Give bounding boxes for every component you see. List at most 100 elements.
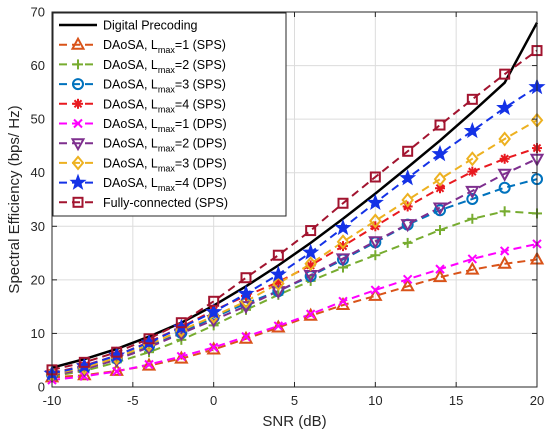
plus-marker bbox=[73, 59, 83, 70]
y-tick-label: 40 bbox=[31, 165, 45, 180]
series-line bbox=[51, 119, 538, 376]
pentagram-marker bbox=[302, 243, 320, 260]
legend-label-main: DAoSA, L bbox=[103, 156, 158, 170]
series-line bbox=[51, 210, 538, 378]
pentagram-marker bbox=[205, 303, 223, 320]
x-tick-label: 5 bbox=[291, 393, 298, 408]
triangle-up-marker bbox=[271, 319, 286, 333]
legend-label-main: Fully-connected (SPS) bbox=[103, 196, 228, 210]
triangle-down-marker bbox=[206, 315, 221, 329]
x-marker bbox=[338, 296, 348, 306]
triangle-up-marker bbox=[400, 278, 415, 292]
x-tick-label: -5 bbox=[127, 393, 139, 408]
triangle-up-marker bbox=[141, 357, 157, 371]
legend-label-suffix: =2 (DPS) bbox=[175, 137, 227, 151]
x-marker-stroke bbox=[176, 351, 187, 362]
legend-entry: Fully-connected (SPS) bbox=[59, 196, 228, 210]
y-tick-label: 70 bbox=[31, 5, 45, 20]
pentagram-marker bbox=[69, 173, 87, 190]
legend-label-suffix: =4 (SPS) bbox=[175, 97, 226, 111]
legend-entry: DAoSA, Lmax=4 (SPS) bbox=[59, 97, 226, 114]
triangle-up-marker bbox=[465, 261, 480, 275]
pentagram-marker bbox=[237, 284, 255, 302]
square-marker bbox=[305, 225, 317, 237]
legend-label-main: DAoSA, L bbox=[103, 58, 158, 72]
diamond-marker bbox=[466, 151, 479, 167]
x-marker bbox=[241, 331, 251, 342]
triangle-up-marker bbox=[70, 36, 86, 50]
legend-label-subscript: max bbox=[158, 104, 176, 114]
x-marker-stroke bbox=[241, 331, 251, 342]
x-marker bbox=[499, 246, 510, 256]
legend-label-suffix: =4 (DPS) bbox=[175, 176, 227, 190]
legend-entry: DAoSA, Lmax=4 (DPS) bbox=[59, 173, 227, 193]
circle-marker bbox=[498, 181, 511, 194]
diamond-marker bbox=[304, 256, 317, 272]
square-marker bbox=[434, 119, 446, 131]
legend-label: DAoSA, Lmax=3 (DPS) bbox=[103, 156, 227, 173]
series-line bbox=[51, 49, 538, 371]
triangle-down-marker bbox=[400, 219, 415, 233]
pentagram-marker bbox=[399, 169, 417, 186]
legend-label-subscript: max bbox=[158, 183, 176, 193]
x-marker bbox=[402, 274, 413, 285]
legend-label: DAoSA, Lmax=2 (SPS) bbox=[103, 58, 226, 75]
triangle-up-marker bbox=[303, 307, 318, 321]
asterisk-marker bbox=[467, 166, 478, 177]
legend-entry: DAoSA, Lmax=3 (DPS) bbox=[59, 155, 227, 173]
x-marker-stroke bbox=[402, 274, 413, 285]
diamond-marker bbox=[498, 131, 511, 147]
diamond-marker bbox=[369, 213, 382, 229]
x-tick-label: -10 bbox=[43, 393, 62, 408]
legend-label-subscript: max bbox=[158, 85, 176, 95]
plus-marker bbox=[435, 225, 445, 236]
legend-label-subscript: max bbox=[158, 124, 176, 134]
square-marker bbox=[240, 272, 252, 284]
x-marker bbox=[144, 359, 154, 370]
legend-entry: DAoSA, Lmax=1 (SPS) bbox=[59, 36, 226, 55]
diamond-marker bbox=[433, 171, 447, 187]
y-tick-label: 20 bbox=[31, 272, 45, 287]
pentagram-marker bbox=[366, 193, 384, 210]
triangle-up-marker bbox=[368, 287, 383, 301]
legend-label-subscript: max bbox=[158, 45, 176, 55]
triangle-down-marker bbox=[70, 138, 86, 152]
x-marker bbox=[370, 285, 381, 295]
x-marker-stroke bbox=[499, 246, 510, 256]
pentagram-marker bbox=[431, 144, 449, 162]
triangle-down-marker bbox=[465, 185, 480, 200]
square-marker bbox=[78, 356, 90, 368]
legend-entry: Digital Precoding bbox=[59, 19, 198, 33]
square-marker bbox=[111, 346, 123, 358]
triangle-up-marker bbox=[238, 330, 254, 344]
series-markers bbox=[47, 239, 542, 385]
asterisk-marker-stroke bbox=[500, 154, 509, 164]
square-marker bbox=[369, 171, 381, 183]
x-marker bbox=[111, 366, 122, 377]
x-marker-stroke bbox=[305, 309, 316, 319]
square-marker bbox=[208, 295, 220, 307]
asterisk-marker bbox=[73, 98, 83, 109]
y-axis-label: Spectral Efficiency (bps/ Hz) bbox=[6, 105, 23, 293]
legend-label-suffix: =1 (SPS) bbox=[175, 38, 226, 52]
square-marker bbox=[466, 93, 478, 105]
legend-label: DAoSA, Lmax=1 (SPS) bbox=[103, 38, 226, 55]
square-marker bbox=[402, 145, 414, 157]
x-marker-stroke bbox=[111, 366, 122, 377]
diamond-marker bbox=[336, 234, 350, 250]
x-tick-label: 20 bbox=[530, 393, 544, 408]
legend-label-suffix: =3 (SPS) bbox=[175, 78, 226, 92]
triangle-down-marker bbox=[432, 202, 448, 216]
circle-marker bbox=[466, 192, 479, 205]
square-marker bbox=[72, 196, 84, 208]
legend-label-main: Digital Precoding bbox=[103, 19, 198, 33]
x-marker bbox=[435, 264, 445, 274]
triangle-up-marker bbox=[174, 350, 189, 364]
asterisk-marker-stroke bbox=[468, 167, 477, 176]
x-marker bbox=[176, 351, 187, 362]
x-axis-label: SNR (dB) bbox=[262, 413, 326, 430]
triangle-down-marker bbox=[238, 301, 254, 315]
square-marker bbox=[272, 249, 284, 261]
legend-entry: DAoSA, Lmax=3 (SPS) bbox=[59, 78, 226, 95]
x-tick-label: 15 bbox=[449, 393, 463, 408]
